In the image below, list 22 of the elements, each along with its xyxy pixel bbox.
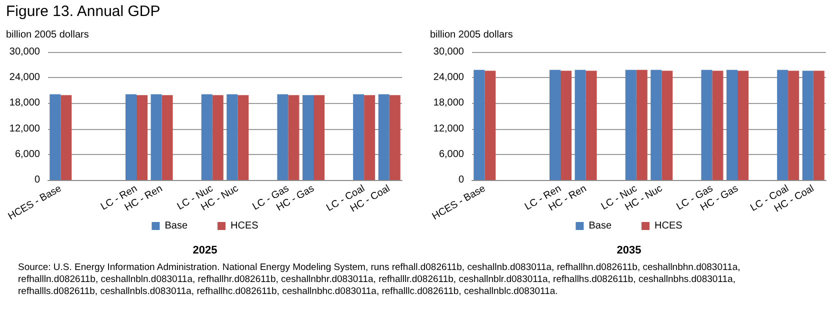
chart-title: Figure 13. Annual GDP (5, 2, 162, 22)
y-tick-label: 6,000 (438, 148, 464, 160)
x-axis-title: 2035 (616, 244, 642, 256)
y-tick-label: 18,000 (433, 98, 464, 109)
legend-label: HCES (654, 220, 683, 232)
y-axis-title: billion 2005 dollars (6, 30, 89, 40)
y-tick-label: 6,000 (14, 148, 40, 160)
legend-label: HCES (230, 220, 259, 232)
y-tick-label: 0 (34, 174, 40, 186)
y-tick-label: 24,000 (9, 72, 40, 84)
y-tick-label: 30,000 (433, 46, 464, 58)
y-tick-label: 12,000 (433, 123, 464, 134)
y-axis-title: billion 2005 dollars (430, 30, 513, 40)
y-tick-label: 0 (458, 174, 464, 186)
legend-label: Base (588, 220, 612, 232)
y-tick-label: 30,000 (9, 46, 40, 58)
x-axis-title: 2025 (192, 244, 218, 256)
source-note: Source: U.S. Energy Information Administration. National Energy Modeling System, runs refhall.d082611b, ceshallnb.d083011a, refhallhn.d082611b, ceshallnbhn.d083011a, refhallln.d082611b, ceshallnbln.d083011a, refhallhr.d082611b, ceshallnbhr.d083011a, refhalllr.d082611b, ceshallnblr.d083011a, refhallhs.d082611b, ceshallnbhs.d083011a, refhallls.d082611b, ceshallnbls.d083011a, refhallhc.d082611b, ceshallnbhc.d083011a, refhalllc.d082611b, ceshallnblc.d083011a. (17, 261, 742, 299)
y-tick-label: 12,000 (9, 123, 40, 134)
legend-label: Base (164, 220, 188, 232)
y-tick-label: 24,000 (433, 72, 464, 84)
y-tick-label: 18,000 (9, 98, 40, 109)
